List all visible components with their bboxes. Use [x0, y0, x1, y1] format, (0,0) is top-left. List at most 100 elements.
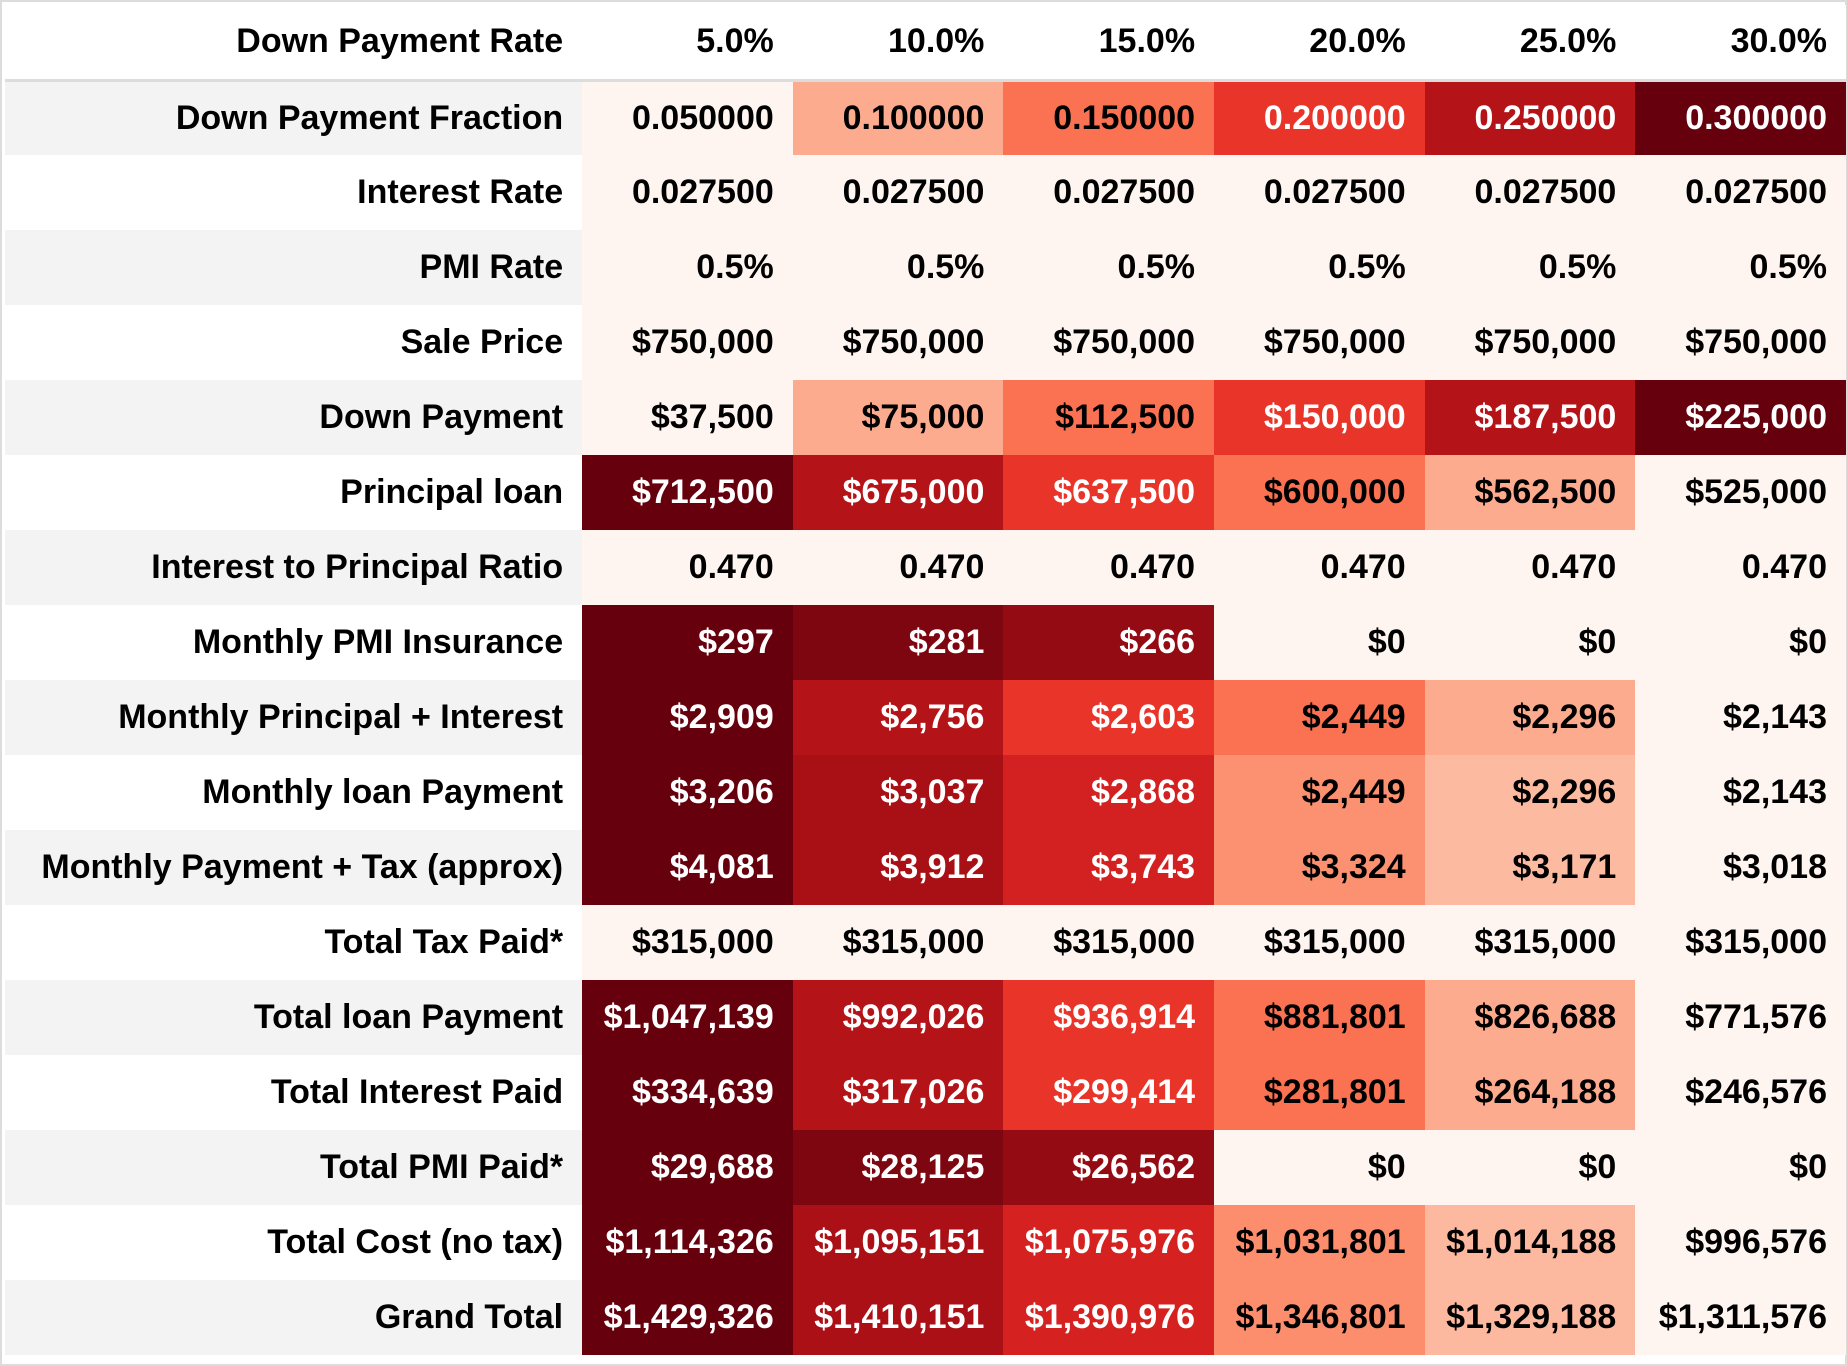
- heatmap-cell: $37,500: [582, 380, 793, 455]
- heatmap-cell: $150,000: [1214, 380, 1425, 455]
- heatmap-cell: $0: [1424, 1130, 1636, 1205]
- heatmap-row: Sale Price $750,000 $750,000 $750,000 $750,0…: [5, 305, 1846, 380]
- heatmap-cell: $112,500: [1003, 380, 1215, 455]
- heatmap-cell: $3,171: [1424, 830, 1636, 905]
- heatmap-cell: 0.470: [792, 530, 1004, 605]
- heatmap-cell: $750,000: [1214, 305, 1425, 380]
- heatmap-cell: $1,329,188: [1424, 1280, 1636, 1355]
- heatmap-cell: 0.300000: [1635, 80, 1846, 155]
- heatmap-cell: $881,801: [1214, 980, 1425, 1055]
- row-label: Total Interest Paid: [5, 1055, 583, 1130]
- heatmap-row: PMI Rate 0.5% 0.5% 0.5% 0.5% 0.5% 0.5%: [5, 230, 1846, 305]
- heatmap-cell: 0.5%: [792, 230, 1004, 305]
- heatmap-row: Interest to Principal Ratio 0.470 0.470 0.4…: [5, 530, 1846, 605]
- heatmap-cell: $992,026: [792, 980, 1004, 1055]
- heatmap-cell: $29,688: [582, 1130, 793, 1205]
- heatmap-cell: $2,603: [1003, 680, 1215, 755]
- heatmap-cell: $246,576: [1635, 1055, 1846, 1130]
- heatmap-cell: $712,500: [582, 455, 793, 530]
- heatmap-cell: $2,296: [1424, 755, 1636, 830]
- heatmap-cell: $1,031,801: [1214, 1205, 1425, 1280]
- heatmap-cell: $2,756: [792, 680, 1004, 755]
- heatmap-cell: $315,000: [1003, 905, 1215, 980]
- heatmap-row: Total Interest Paid $334,639 $317,026 $299,…: [5, 1055, 1846, 1130]
- heatmap-body: Down Payment Fraction 0.050000 0.100000 0.1…: [5, 80, 1846, 1355]
- heatmap-row: Total Cost (no tax) $1,114,326 $1,095,151 $…: [5, 1205, 1846, 1280]
- heatmap-cell: $3,743: [1003, 830, 1215, 905]
- column-header: 10.0%: [792, 5, 1004, 82]
- heatmap-cell: 0.027500: [1424, 155, 1636, 230]
- row-label: PMI Rate: [5, 230, 583, 305]
- heatmap-cell: $750,000: [582, 305, 793, 380]
- heatmap-cell: $281,801: [1214, 1055, 1425, 1130]
- heatmap-row: Down Payment Fraction 0.050000 0.100000 0.1…: [5, 80, 1846, 155]
- heatmap-cell: 0.027500: [1635, 155, 1846, 230]
- heatmap-cell: $826,688: [1424, 980, 1636, 1055]
- column-header: 5.0%: [582, 5, 793, 82]
- heatmap-cell: $1,047,139: [582, 980, 793, 1055]
- heatmap-cell: 0.100000: [792, 80, 1004, 155]
- heatmap-cell: $996,576: [1635, 1205, 1846, 1280]
- heatmap-cell: $750,000: [1424, 305, 1636, 380]
- heatmap-row: Monthly loan Payment $3,206 $3,037 $2,868 $2…: [5, 755, 1846, 830]
- heatmap-row: Monthly PMI Insurance $297 $281 $266 $0 $0 $0: [5, 605, 1846, 680]
- row-label: Interest to Principal Ratio: [5, 530, 583, 605]
- row-label: Monthly Payment + Tax (approx): [5, 830, 583, 905]
- heatmap-cell: $3,206: [582, 755, 793, 830]
- heatmap-cell: $2,143: [1635, 680, 1846, 755]
- corner-label: Down Payment Rate: [5, 5, 583, 82]
- heatmap-cell: $315,000: [582, 905, 793, 980]
- heatmap-cell: $750,000: [1635, 305, 1846, 380]
- heatmap-cell: $4,081: [582, 830, 793, 905]
- heatmap-cell: 0.5%: [582, 230, 793, 305]
- heatmap-cell: $317,026: [792, 1055, 1004, 1130]
- heatmap-cell: $1,429,326: [582, 1280, 793, 1355]
- heatmap-cell: 0.050000: [582, 80, 793, 155]
- heatmap-cell: $600,000: [1214, 455, 1425, 530]
- heatmap-table: Down Payment Rate 5.0% 10.0% 15.0% 20.0% 25.…: [5, 5, 1846, 1355]
- heatmap-cell: $1,014,188: [1424, 1205, 1636, 1280]
- heatmap-cell: $771,576: [1635, 980, 1846, 1055]
- heatmap-cell: $1,114,326: [582, 1205, 793, 1280]
- row-label: Down Payment Fraction: [5, 80, 583, 155]
- heatmap-cell: 0.470: [1424, 530, 1636, 605]
- heatmap-cell: $297: [582, 605, 793, 680]
- heatmap-cell: $0: [1635, 1130, 1846, 1205]
- heatmap-cell: $2,449: [1214, 680, 1425, 755]
- row-label: Total Cost (no tax): [5, 1205, 583, 1280]
- heatmap-cell: $1,095,151: [792, 1205, 1004, 1280]
- heatmap-cell: $1,410,151: [792, 1280, 1004, 1355]
- heatmap-cell: $334,639: [582, 1055, 793, 1130]
- heatmap-cell: 0.5%: [1635, 230, 1846, 305]
- heatmap-cell: $0: [1214, 1130, 1425, 1205]
- row-label: Down Payment: [5, 380, 583, 455]
- heatmap-cell: 0.470: [1003, 530, 1215, 605]
- heatmap-cell: $2,296: [1424, 680, 1636, 755]
- heatmap-cell: $2,868: [1003, 755, 1215, 830]
- header-row: Down Payment Rate 5.0% 10.0% 15.0% 20.0% 25.…: [5, 5, 1846, 82]
- heatmap-cell: 0.250000: [1424, 80, 1636, 155]
- heatmap-cell: $750,000: [792, 305, 1004, 380]
- heatmap-row: Interest Rate 0.027500 0.027500 0.027500 0.0…: [5, 155, 1846, 230]
- heatmap-cell: 0.200000: [1214, 80, 1425, 155]
- heatmap-cell: $3,037: [792, 755, 1004, 830]
- column-header: 15.0%: [1003, 5, 1215, 82]
- heatmap-cell: $0: [1635, 605, 1846, 680]
- heatmap-cell: $264,188: [1424, 1055, 1636, 1130]
- heatmap-cell: $562,500: [1424, 455, 1636, 530]
- heatmap-cell: $281: [792, 605, 1004, 680]
- row-label: Monthly loan Payment: [5, 755, 583, 830]
- heatmap-cell: 0.470: [1635, 530, 1846, 605]
- heatmap-cell: $3,324: [1214, 830, 1425, 905]
- row-label: Monthly PMI Insurance: [5, 605, 583, 680]
- heatmap-cell: $266: [1003, 605, 1215, 680]
- row-label: Sale Price: [5, 305, 583, 380]
- heatmap-row: Total PMI Paid* $29,688 $28,125 $26,562 $0 $0…: [5, 1130, 1846, 1205]
- heatmap-row: Total loan Payment $1,047,139 $992,026 $936…: [5, 980, 1846, 1055]
- heatmap-cell: $1,346,801: [1214, 1280, 1425, 1355]
- heatmap-cell: $315,000: [1424, 905, 1636, 980]
- row-label: Principal loan: [5, 455, 583, 530]
- heatmap-cell: 0.5%: [1214, 230, 1425, 305]
- row-label: Grand Total: [5, 1280, 583, 1355]
